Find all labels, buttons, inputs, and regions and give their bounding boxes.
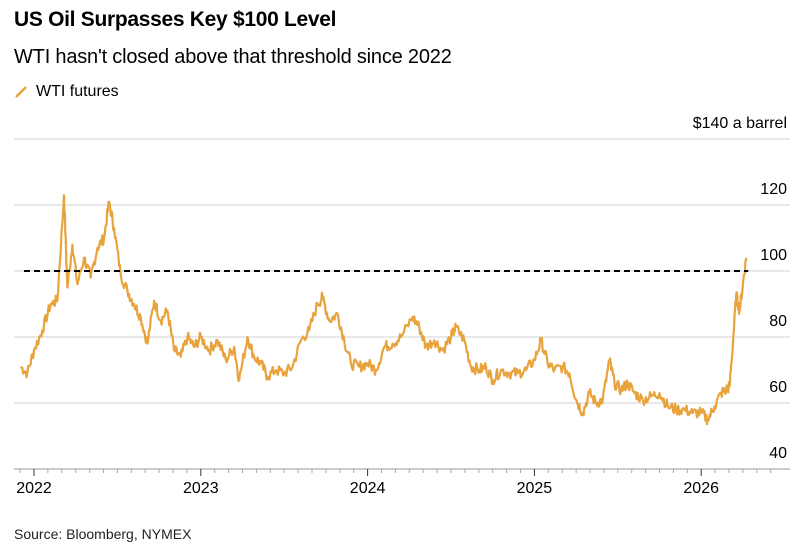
legend-label: WTI futures — [36, 83, 119, 100]
source-note: Source: Bloomberg, NYMEX — [14, 526, 192, 542]
y-tick-label-80: 80 — [769, 313, 787, 330]
series-line-wti-futures — [19, 194, 748, 426]
y-tick-label-40: 40 — [769, 445, 787, 462]
y-tick-label-60: 60 — [769, 379, 787, 396]
chart-subtitle: WTI hasn't closed above that threshold s… — [14, 46, 452, 68]
y-tick-label-100: 100 — [760, 247, 787, 264]
y-tick-label-120: 120 — [760, 181, 787, 198]
y-tick-label-140: $140 a barrel — [693, 115, 787, 132]
x-tick-label-2025: 2025 — [517, 480, 553, 497]
chart-title: US Oil Surpasses Key $100 Level — [14, 8, 337, 31]
x-tick-label-2026: 2026 — [683, 480, 719, 497]
legend: WTI futures — [14, 83, 119, 101]
legend-line-icon — [15, 86, 27, 98]
x-tick-label-2024: 2024 — [350, 480, 386, 497]
x-tick-label-2023: 2023 — [183, 480, 219, 497]
x-tick-label-2022: 2022 — [16, 480, 52, 497]
